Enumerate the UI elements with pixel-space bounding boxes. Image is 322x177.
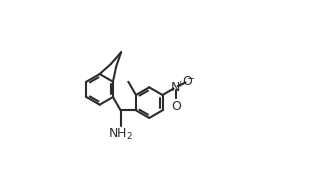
Text: NH$_2$: NH$_2$ <box>108 127 133 142</box>
Text: +: + <box>176 80 183 89</box>
Text: −: − <box>187 74 195 84</box>
Text: O: O <box>183 75 193 88</box>
Text: N: N <box>171 81 180 94</box>
Text: O: O <box>171 100 181 113</box>
